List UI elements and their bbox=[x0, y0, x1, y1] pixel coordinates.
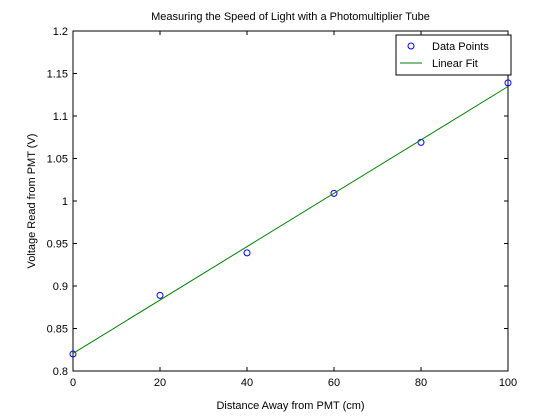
y-tick-label: 1.05 bbox=[47, 154, 68, 166]
chart-title: Measuring the Speed of Light with a Phot… bbox=[151, 11, 430, 23]
x-tick-label: 60 bbox=[328, 377, 340, 389]
data-point bbox=[156, 291, 164, 299]
series-layer bbox=[69, 79, 512, 358]
x-tick-label: 100 bbox=[499, 377, 517, 389]
y-axis: 0.8 0.85 0.9 0.95 1 1.05 1.1 1.15 1.2 bbox=[47, 26, 508, 378]
legend-label-linear-fit: Linear Fit bbox=[432, 58, 478, 70]
y-tick-label: 0.8 bbox=[53, 366, 68, 378]
legend-box bbox=[395, 34, 512, 76]
x-axis-label: Distance Away from PMT (cm) bbox=[216, 400, 364, 412]
data-point bbox=[243, 249, 251, 257]
y-tick-label: 1.2 bbox=[53, 26, 68, 38]
y-tick-label: 1 bbox=[62, 196, 68, 208]
y-tick-label: 1.1 bbox=[53, 111, 68, 123]
legend-marker-data-points bbox=[407, 42, 415, 50]
y-tick-label: 0.95 bbox=[47, 239, 68, 251]
legend: Data Points Linear Fit bbox=[395, 34, 512, 76]
legend-label-data-points: Data Points bbox=[432, 41, 489, 53]
x-tick-label: 0 bbox=[70, 377, 76, 389]
x-tick-label: 20 bbox=[154, 377, 166, 389]
x-tick-label: 40 bbox=[241, 377, 253, 389]
data-point bbox=[504, 79, 512, 87]
y-tick-label: 0.85 bbox=[47, 324, 68, 336]
y-tick-label: 1.15 bbox=[47, 69, 68, 81]
plot-area: 0 20 40 60 80 100 0.8 0.85 0.9 0.95 1 1.05 1.1 1.15 1… bbox=[47, 26, 518, 389]
plot-frame bbox=[72, 30, 509, 372]
y-tick-label: 0.9 bbox=[53, 281, 68, 293]
data-point bbox=[330, 189, 338, 197]
y-axis-label: Voltage Read from PMT (V) bbox=[26, 134, 38, 269]
x-tick-label: 80 bbox=[415, 377, 427, 389]
data-point bbox=[69, 350, 77, 358]
x-axis: 0 20 40 60 80 100 bbox=[70, 31, 517, 389]
series-line-linear-fit bbox=[72, 86, 509, 354]
